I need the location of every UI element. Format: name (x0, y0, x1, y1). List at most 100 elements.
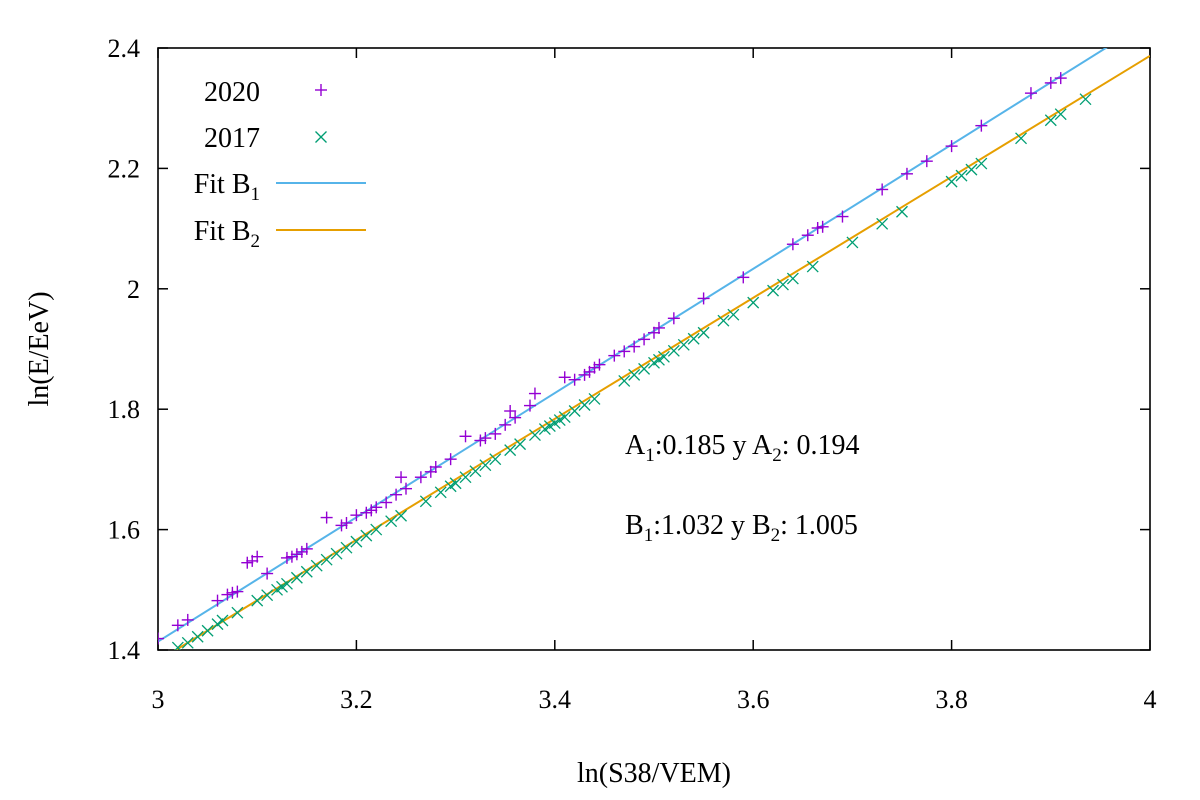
point-2020 (285, 550, 298, 563)
point-2017 (330, 547, 343, 560)
point-2017 (777, 278, 789, 291)
cross-b (777, 278, 789, 291)
point-2020 (1054, 72, 1067, 85)
point-2020 (221, 588, 234, 601)
point-2017 (251, 594, 264, 607)
cross-b (469, 465, 482, 478)
cross-b (231, 606, 244, 619)
point-2020 (335, 519, 348, 532)
x-tick-label: 4 (1144, 685, 1157, 714)
cross-b (174, 641, 184, 650)
point-2020 (414, 471, 427, 484)
tick-labels: 3 3.2 3.4 3.6 3.8 4 1.4 1.6 1.8 2 2.2 2.4 (108, 34, 1157, 714)
point-2020 (459, 430, 472, 443)
cross-b (578, 399, 591, 411)
point-2020 (360, 506, 373, 519)
legend-label-fit-b2: Fit B2 (194, 216, 260, 252)
point-2017 (514, 438, 527, 451)
legend-plus-marker (315, 84, 327, 96)
cross-b (489, 453, 502, 466)
point-2017 (479, 459, 492, 472)
point-2020 (945, 140, 958, 153)
point-2017 (504, 444, 517, 457)
point-2017 (310, 559, 323, 572)
point-2020 (900, 167, 913, 180)
cross-b (568, 405, 581, 417)
y-tick-label: 1.6 (108, 516, 141, 545)
point-2020 (241, 556, 254, 569)
point-2017 (618, 374, 631, 387)
cross-b (395, 509, 407, 522)
point-2017 (489, 453, 502, 466)
cross-b (320, 553, 333, 566)
point-2017 (231, 606, 244, 619)
cross-b (310, 559, 323, 572)
cross-b (667, 344, 680, 357)
point-2020 (211, 594, 224, 607)
annotation-a-params: A1:0.185 y A2: 0.194 (625, 430, 859, 466)
y-axis-label: ln(E/EeV) (24, 291, 55, 406)
point-2020 (504, 405, 517, 418)
point-2017 (290, 571, 303, 584)
cross-b (529, 429, 541, 442)
point-2020 (340, 516, 353, 529)
legend-label-2017: 2017 (204, 123, 260, 154)
cross-b (419, 495, 432, 508)
point-2020 (350, 509, 363, 522)
point-2017 (529, 429, 541, 442)
point-2017 (786, 272, 799, 285)
point-2020 (395, 471, 408, 484)
cross-b (618, 374, 631, 387)
point-2017 (201, 624, 214, 637)
point-2020 (261, 567, 274, 580)
legend-label-fit-b1: Fit B1 (194, 169, 260, 205)
x-tick-label: 3.4 (539, 685, 572, 714)
fit-line-3 (173, 54, 1150, 650)
annotation-b-params: B1:1.032 y B2: 1.005 (625, 510, 858, 546)
point-2017 (211, 618, 224, 631)
point-2020 (811, 221, 824, 234)
cross-b (806, 260, 819, 273)
point-2017 (469, 465, 482, 478)
point-2020 (295, 545, 308, 558)
point-2017 (975, 157, 988, 170)
ticks (157, 47, 1151, 651)
point-2020 (424, 465, 437, 478)
cross-b (211, 618, 224, 631)
point-2020 (444, 453, 457, 466)
point-2020 (975, 119, 988, 132)
point-2020 (320, 511, 333, 524)
cross-b (479, 459, 492, 472)
cross-b (747, 296, 760, 309)
point-2020 (499, 418, 512, 431)
point-2020 (652, 321, 665, 334)
point-2020 (876, 183, 889, 196)
point-2017 (360, 529, 373, 542)
point-2017 (449, 477, 462, 490)
legend-label-2020: 2020 (204, 77, 260, 108)
point-2020 (158, 632, 164, 645)
point-2020 (920, 155, 933, 168)
point-2017 (657, 350, 670, 363)
x-axis-label: ln(S38/VEM) (577, 758, 731, 789)
point-2020 (667, 312, 680, 325)
point-2017 (350, 535, 363, 548)
point-2017 (846, 236, 859, 249)
cross-b (1015, 132, 1027, 145)
point-2017 (717, 314, 730, 327)
cross-b (975, 157, 988, 170)
point-2017 (747, 296, 760, 309)
point-2017 (667, 344, 680, 357)
cross-b (558, 411, 571, 423)
point-2020 (593, 358, 606, 371)
point-2017 (568, 405, 581, 417)
cross-b (588, 393, 601, 405)
cross-b (846, 236, 859, 249)
legend-cross-marker (315, 131, 327, 143)
point-2020 (400, 482, 412, 495)
point-2020 (479, 432, 492, 445)
point-2017 (806, 260, 819, 273)
point-2020 (524, 399, 536, 412)
y-tick-label: 1.8 (108, 395, 141, 424)
